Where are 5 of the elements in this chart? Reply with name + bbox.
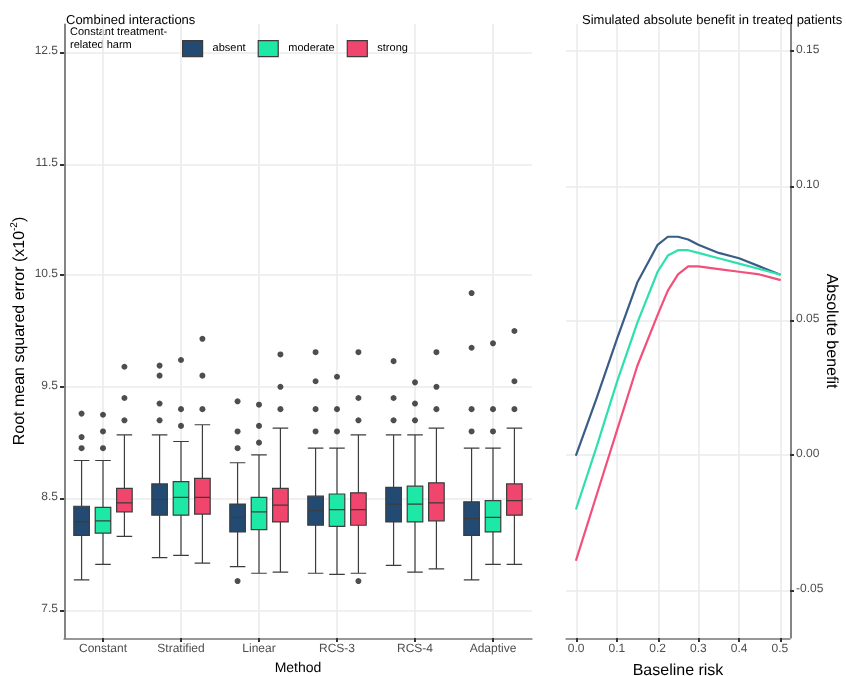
line-series [575, 249, 781, 510]
line-series [575, 235, 781, 456]
y-axis-title: Absolute benefit [823, 273, 841, 390]
line-series [575, 265, 781, 561]
x-axis-title: Baseline risk [632, 661, 726, 676]
